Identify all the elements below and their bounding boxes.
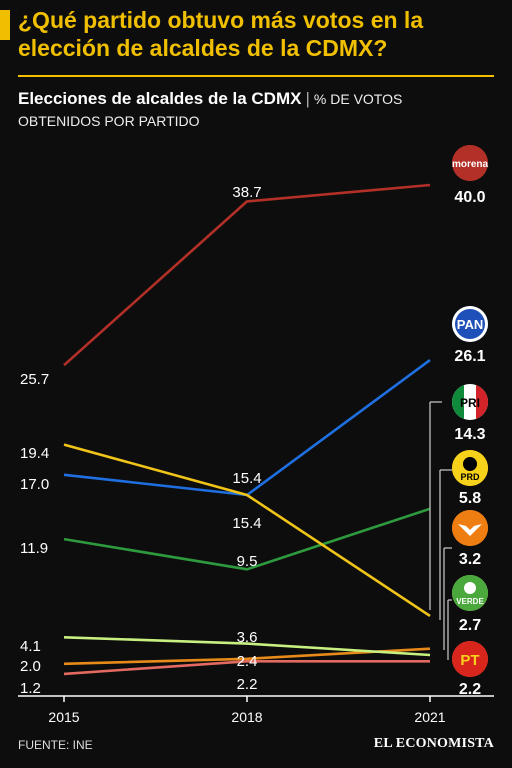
mc-eagle-icon bbox=[458, 524, 482, 536]
verde-logo-toucan bbox=[464, 582, 476, 594]
subtitle-line2: OBTENIDOS POR PARTIDO bbox=[18, 113, 200, 129]
pan-logo-ring bbox=[455, 309, 485, 339]
end-value-label-mc: 3.2 bbox=[459, 551, 481, 568]
title-divider bbox=[18, 75, 494, 77]
end-value-label-pan: 26.1 bbox=[454, 348, 485, 365]
pri-logo-green bbox=[451, 385, 464, 419]
line-chart: 2015 2018 2021 25.7 19.4 17.0 11.9 4.1 2.0 1.2 38.… bbox=[18, 145, 494, 725]
title-accent-bar bbox=[0, 10, 10, 40]
prd-logo-text: PRD bbox=[460, 472, 480, 482]
pt-logo-bg bbox=[452, 641, 488, 677]
page-title: ¿Qué partido obtuvo más votos en la elec… bbox=[18, 7, 424, 61]
pri-logo-text: PRI bbox=[460, 396, 480, 410]
x-tick-label: 2021 bbox=[414, 709, 445, 725]
data-label-2015: 19.4 bbox=[20, 445, 49, 462]
data-label-2015: 1.2 bbox=[20, 680, 41, 697]
data-label-2015: 4.1 bbox=[20, 638, 41, 655]
subtitle-main: Elecciones de alcaldes de la CDMX bbox=[18, 89, 302, 108]
brand-logo: EL ECONOMISTA bbox=[373, 736, 494, 751]
morena-logo-bg bbox=[452, 145, 488, 181]
x-tick-label: 2018 bbox=[231, 709, 262, 725]
morena-logo-text: morena bbox=[452, 159, 489, 170]
x-tick-label: 2015 bbox=[48, 709, 79, 725]
end-value-label-morena: 40.0 bbox=[454, 189, 485, 206]
series-line-morena bbox=[63, 183, 431, 367]
data-label-2015: 25.7 bbox=[20, 371, 49, 388]
end-value-label-verde: 2.7 bbox=[459, 617, 481, 634]
series-line-pri bbox=[63, 507, 431, 571]
data-label-2018: 15.4 bbox=[232, 515, 261, 532]
data-label-2018: 9.5 bbox=[237, 553, 258, 570]
series-line-verde bbox=[63, 636, 431, 657]
data-label-2018: 2.2 bbox=[237, 676, 258, 693]
data-label-2018: 2.4 bbox=[237, 653, 258, 670]
subtitle-separator: | bbox=[305, 89, 310, 108]
data-label-2018: 15.4 bbox=[232, 470, 261, 487]
chart-subtitle: Elecciones de alcaldes de la CDMX |% DE V… bbox=[18, 88, 498, 132]
data-label-2018: 3.6 bbox=[237, 629, 258, 646]
mc-logo-bg bbox=[452, 510, 488, 546]
end-value-label-pt: 2.2 bbox=[459, 681, 481, 698]
pri-logo-red bbox=[476, 385, 489, 419]
source-note: FUENTE: INE bbox=[18, 738, 93, 752]
data-label-2018: 38.7 bbox=[232, 184, 261, 201]
pan-logo-text: PAN bbox=[457, 317, 483, 332]
pt-logo-text: PT bbox=[460, 652, 479, 669]
prd-logo-sun bbox=[463, 457, 477, 471]
subtitle-rest: % DE VOTOS bbox=[313, 91, 403, 107]
series-line-pt bbox=[63, 659, 430, 676]
end-value-label-prd: 5.8 bbox=[459, 490, 481, 507]
data-label-2015: 11.9 bbox=[20, 540, 48, 557]
end-value-label-pri: 14.3 bbox=[454, 426, 485, 443]
data-label-2015: 17.0 bbox=[20, 476, 49, 493]
data-label-2015: 2.0 bbox=[20, 658, 41, 675]
series-line-prd bbox=[63, 443, 431, 617]
verde-logo-text: VERDE bbox=[456, 597, 484, 606]
